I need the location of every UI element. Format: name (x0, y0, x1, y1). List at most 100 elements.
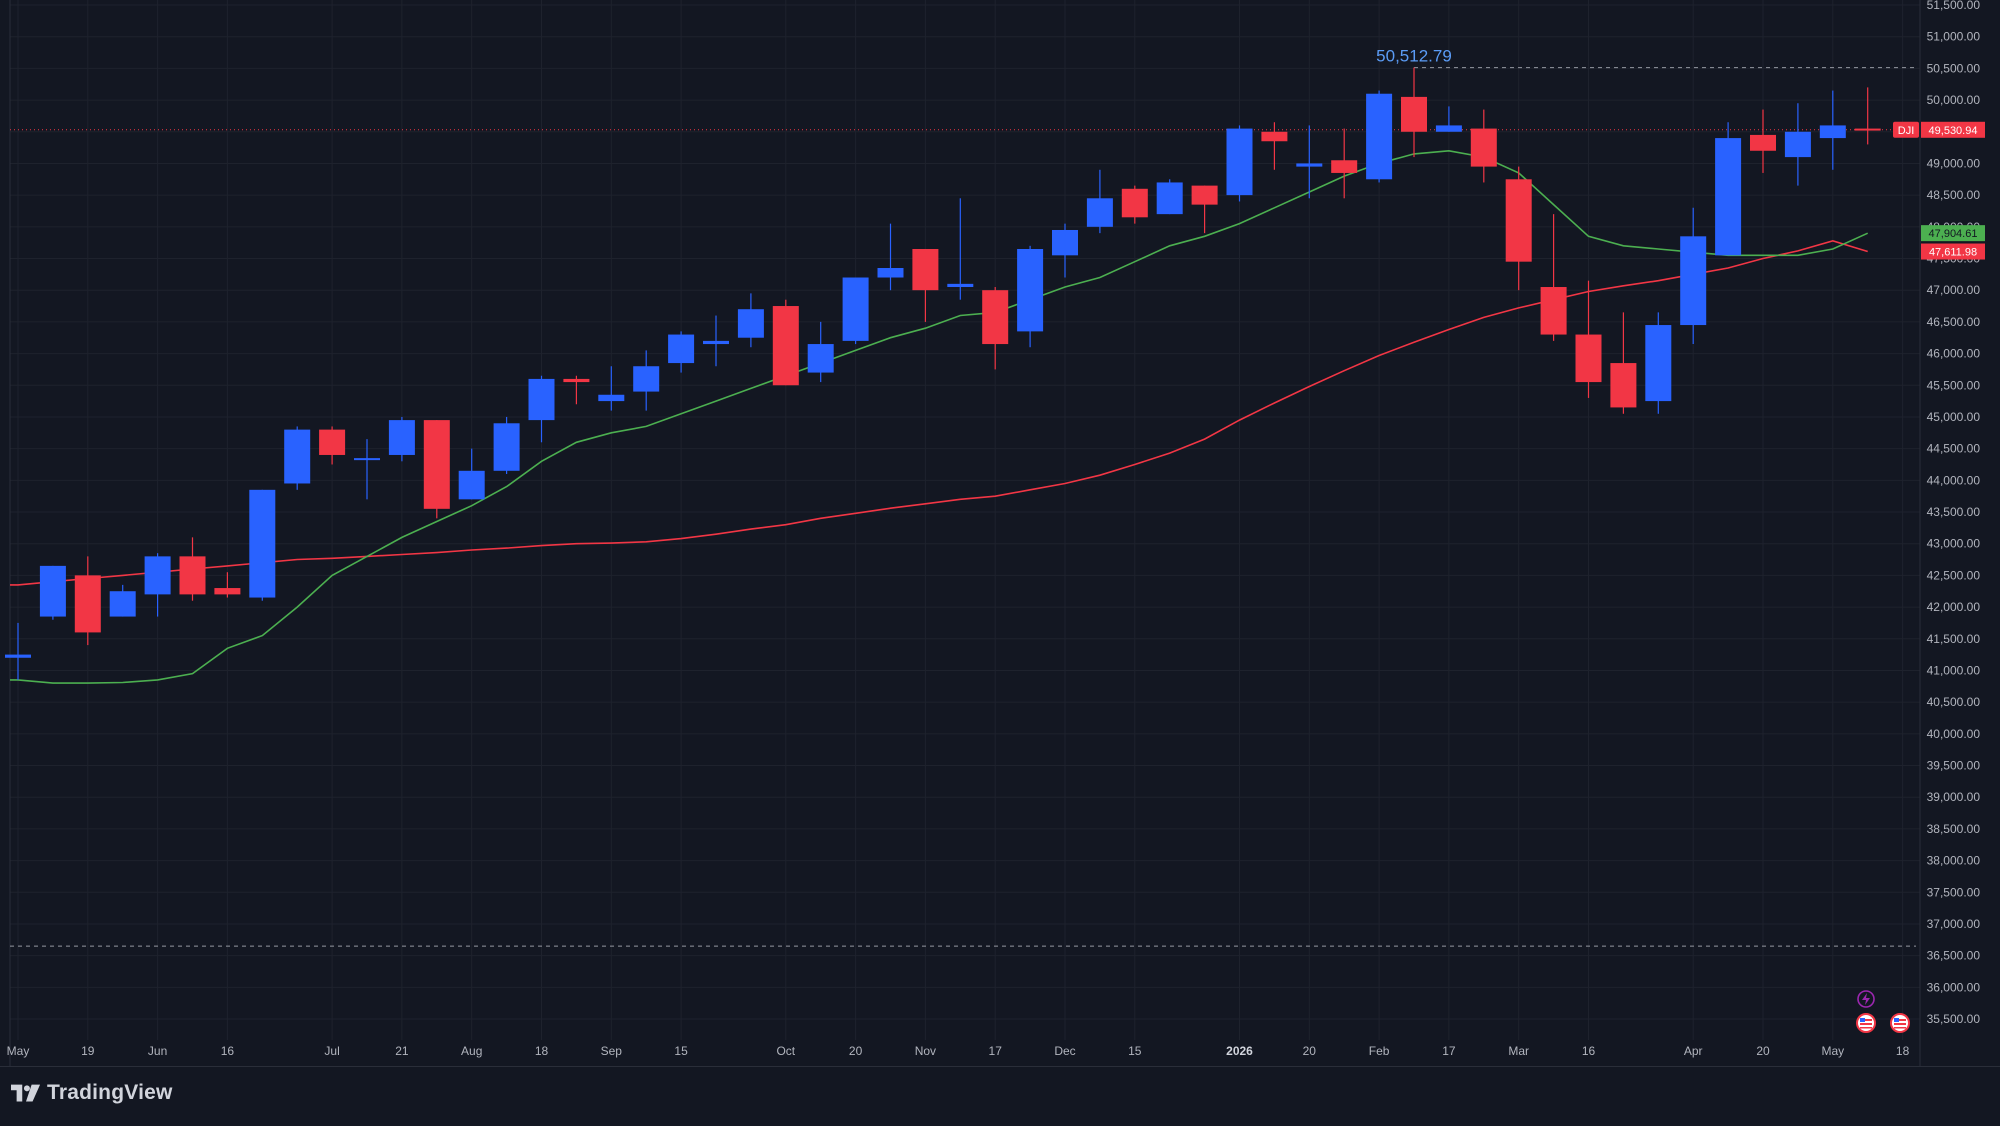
candle-body (1226, 128, 1253, 196)
candle-body (5, 654, 31, 658)
candle (388, 416, 415, 462)
time-tick-label: Jul (324, 1044, 339, 1058)
time-tick-label: Feb (1369, 1044, 1390, 1058)
price-tick-label: 39,000.00 (1927, 790, 1981, 804)
candle-body (1017, 248, 1044, 332)
candle-body (1296, 163, 1323, 167)
price-tick-label: 46,000.00 (1927, 347, 1981, 361)
candle (179, 537, 206, 601)
candle-body (1645, 325, 1672, 402)
candle-body (39, 565, 66, 617)
last-price-badge: 49,530.94 (1921, 121, 1985, 138)
candle-body (1401, 96, 1427, 132)
price-chart[interactable]: 35,500.00 36,000.00 36,500.00 37,000.00 37,5… (0, 0, 2000, 1066)
time-tick-label: 20 (849, 1044, 863, 1058)
symbol-badge[interactable]: DJI (1893, 121, 1919, 138)
price-tick-label: 42,000.00 (1927, 600, 1981, 614)
tradingview-logo[interactable]: TradingView (11, 1081, 173, 1105)
price-tick-label: 42,500.00 (1927, 568, 1981, 582)
svg-text:DJI: DJI (1898, 125, 1915, 137)
candle (5, 622, 31, 680)
candle-body (319, 429, 346, 455)
time-tick-label: May (7, 1044, 30, 1058)
price-tick-label: 51,500.00 (1927, 0, 1981, 12)
candle (39, 565, 66, 620)
candle (1121, 185, 1148, 224)
candle (1645, 312, 1672, 414)
ma-slow-badge: 47,611.98 (1921, 243, 1985, 260)
time-tick-label: Jun (148, 1044, 167, 1058)
candle (1854, 87, 1881, 145)
candle-body (1366, 93, 1393, 180)
time-tick-label: Dec (1054, 1044, 1075, 1058)
candle (703, 315, 729, 367)
candle-body (354, 458, 380, 461)
price-tick-label: 50,000.00 (1927, 93, 1981, 107)
footer-bar: TradingView (0, 1066, 2000, 1126)
us-flag-icon[interactable] (1856, 1013, 1876, 1033)
candle-body (1715, 138, 1742, 256)
candle (1226, 125, 1253, 202)
candle-body (1575, 334, 1602, 383)
candle (842, 277, 869, 345)
time-tick-label: 15 (1128, 1044, 1142, 1058)
candle (1401, 67, 1427, 158)
tradingview-logo-icon (11, 1084, 41, 1102)
candle-body (1331, 160, 1358, 173)
time-tick-label: 20 (1303, 1044, 1317, 1058)
time-axis[interactable]: May 19 Jun 16 Jul 21 Aug 18 Sep 15 Oct 20 Nov 17 Dec 15… (7, 1044, 1910, 1058)
candle-body (633, 366, 660, 392)
price-tick-label: 41,500.00 (1927, 632, 1981, 646)
price-labels: 50,512.79 (1376, 47, 1452, 66)
candle-body (912, 248, 939, 291)
candle (947, 198, 974, 300)
candle (1086, 169, 1113, 234)
time-tick-label: Apr (1684, 1044, 1703, 1058)
candle-body (144, 556, 171, 595)
candle (528, 375, 555, 443)
price-tick-label: 36,000.00 (1927, 980, 1981, 994)
time-tick-label: 16 (1582, 1044, 1596, 1058)
candle-body (109, 591, 136, 617)
candle-body (1819, 125, 1846, 139)
candle (737, 293, 764, 348)
candle (1017, 245, 1044, 348)
candle-body (1156, 182, 1183, 215)
candle-body (249, 489, 276, 598)
chart-grid (10, 0, 1920, 1040)
price-tick-label: 50,500.00 (1927, 61, 1981, 75)
time-tick-label: Sep (601, 1044, 623, 1058)
price-tick-label: 41,000.00 (1927, 663, 1981, 677)
time-tick-label: May (1821, 1044, 1844, 1058)
price-tick-label: 51,000.00 (1927, 30, 1981, 44)
candle (74, 556, 101, 646)
ma-fast-line (10, 149, 1869, 684)
candle-body (737, 309, 764, 338)
candle-body (1784, 131, 1811, 158)
candle-body (1470, 128, 1497, 167)
price-tick-label: 44,500.00 (1927, 442, 1981, 456)
candle (458, 448, 485, 500)
candle-body (1261, 131, 1288, 142)
price-tick-label: 47,000.00 (1927, 283, 1981, 297)
price-tick-label: 45,000.00 (1927, 410, 1981, 424)
us-flag-icon[interactable] (1890, 1013, 1910, 1033)
price-tick-label: 36,500.00 (1927, 949, 1981, 963)
lightning-icon[interactable] (1857, 990, 1875, 1008)
candle-body (1610, 363, 1637, 408)
time-tick-label: 15 (674, 1044, 688, 1058)
candle-body (1435, 125, 1462, 132)
candle (668, 331, 695, 373)
candle (423, 420, 450, 519)
candle-body (1505, 179, 1532, 262)
candle-body (772, 306, 799, 386)
ma-fast-badge: 47,904.61 (1921, 225, 1985, 242)
price-axis[interactable]: 35,500.00 36,000.00 36,500.00 37,000.00 37,5… (1927, 0, 1981, 1026)
events-markers[interactable] (1856, 990, 1910, 1033)
candle (1470, 109, 1497, 183)
price-tick-label: 35,500.00 (1927, 1012, 1981, 1026)
candle (1750, 109, 1776, 173)
candle-body (1540, 287, 1567, 335)
candle-body (528, 378, 555, 421)
candle (1680, 207, 1707, 345)
